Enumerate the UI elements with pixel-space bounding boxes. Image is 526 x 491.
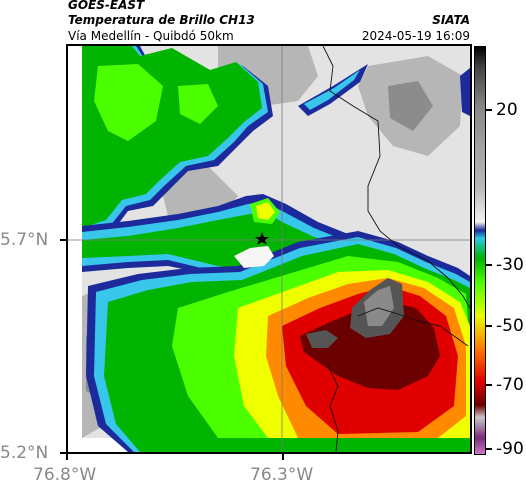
product-title: Temperatura de Brillo CH13 [68,13,255,27]
org-label: SIATA [432,13,470,27]
cloud-lime [94,64,163,141]
colorbar-label: -90 [496,439,524,459]
lat-label: 5.2°N [0,443,49,463]
lat-label: 5.7°N [0,230,49,250]
colorbar-label: 20 [496,100,518,120]
lon-label: 76.3°W [250,465,314,485]
department-border [357,307,469,347]
colorbar-tick [486,448,492,450]
lon-tick [282,454,284,460]
colorbar-label: -70 [496,375,524,395]
department-border [322,46,470,309]
lat-tick [60,452,66,454]
lon-label: 76.8°W [33,465,97,485]
lat-tick [60,239,66,241]
cloud-yellow [256,202,275,220]
cloud-core [306,330,338,348]
map-frame [66,44,472,454]
cloud-lime [178,84,218,124]
region-label: Vía Medellín - Quibdó 50km [68,29,234,43]
cloud-hole [234,246,274,268]
colorbar-tick [486,325,492,327]
colorbar-tick [486,264,492,266]
colorbar-label: -30 [496,255,524,275]
datetime-label: 2024-05-19 16:09 [361,29,470,43]
cloud-darkred [300,302,440,390]
satellite-title: GOES-EAST [68,0,145,12]
colorbar-tick [486,109,492,111]
colorbar-label: -50 [496,316,524,336]
department-border [327,365,339,452]
cloud-gray-dark [388,81,433,131]
satellite-map[interactable] [68,46,470,452]
colorbar-tick [486,384,492,386]
cloud-edge-navy [460,68,470,116]
cloud-core-inner [364,286,394,326]
station-star-icon [255,232,269,245]
lon-tick [66,454,68,460]
cloud-edge-cyan [304,70,360,110]
colorbar [474,46,486,455]
